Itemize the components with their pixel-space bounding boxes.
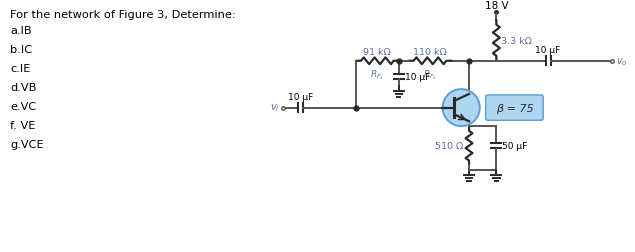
Text: c.IE: c.IE <box>10 64 31 73</box>
Text: 91 kΩ: 91 kΩ <box>363 48 391 57</box>
Text: 18 V: 18 V <box>485 1 508 11</box>
Text: a.IB: a.IB <box>10 25 32 36</box>
Text: β = 75: β = 75 <box>495 103 533 113</box>
Text: $R_{F_1}$: $R_{F_1}$ <box>370 68 384 82</box>
Text: 10 μF: 10 μF <box>535 46 561 55</box>
Circle shape <box>443 90 480 127</box>
Text: 10 μF: 10 μF <box>288 92 313 101</box>
Text: 50 μF: 50 μF <box>502 142 528 150</box>
Text: b.IC: b.IC <box>10 45 32 54</box>
Text: 510 Ω: 510 Ω <box>435 142 463 150</box>
Text: f. VE: f. VE <box>10 120 36 130</box>
Text: $v_i$: $v_i$ <box>270 102 280 114</box>
Text: 3.3 kΩ: 3.3 kΩ <box>501 37 532 46</box>
Text: 10 μF: 10 μF <box>404 73 430 82</box>
Text: $v_o$: $v_o$ <box>617 56 628 67</box>
Text: g.VCE: g.VCE <box>10 139 44 149</box>
Text: 110 kΩ: 110 kΩ <box>413 48 447 57</box>
FancyBboxPatch shape <box>486 96 543 121</box>
Text: d.VB: d.VB <box>10 82 37 92</box>
Text: For the network of Figure 3, Determine:: For the network of Figure 3, Determine: <box>10 10 236 20</box>
Text: e.VC: e.VC <box>10 101 37 111</box>
Text: $R_{F_2}$: $R_{F_2}$ <box>423 68 437 82</box>
